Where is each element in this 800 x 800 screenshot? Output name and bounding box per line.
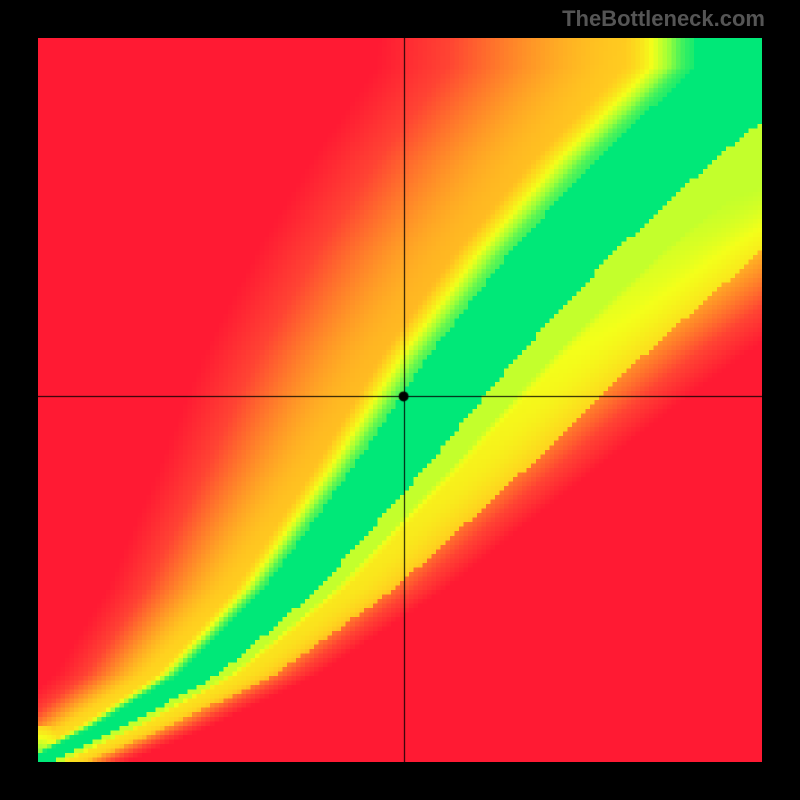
chart-frame: TheBottleneck.com	[0, 0, 800, 800]
crosshair-overlay	[38, 38, 762, 762]
watermark-text: TheBottleneck.com	[562, 6, 765, 32]
